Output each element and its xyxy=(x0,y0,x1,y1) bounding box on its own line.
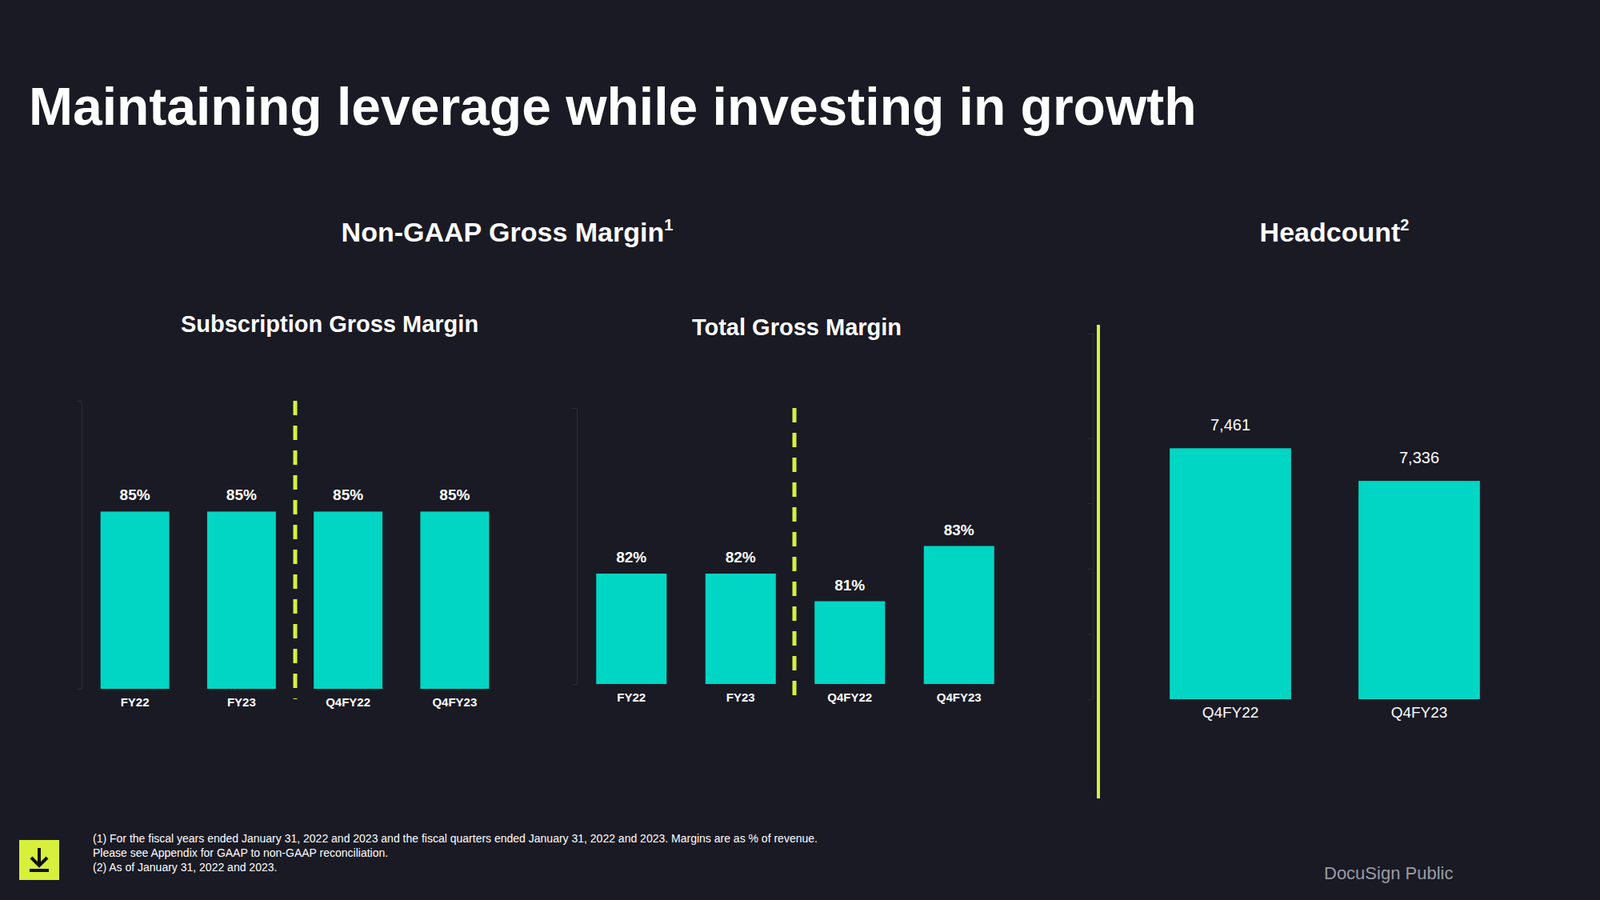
icon-box xyxy=(19,840,60,880)
icon-arrow xyxy=(29,848,49,871)
x-tick: FY22 xyxy=(120,688,150,709)
data-label: 81% xyxy=(834,576,865,594)
chart-title: Total Gross Margin xyxy=(692,314,902,340)
x-tick-label: Q4FY22 xyxy=(1202,704,1260,721)
data-label: 85% xyxy=(226,486,257,504)
chart-title: Subscription Gross Margin xyxy=(180,311,479,337)
bar xyxy=(814,601,885,685)
page-title: Maintaining leverage while investing in … xyxy=(28,76,1197,136)
chart: 7,461 7,336 Q4FY22 Q4FY23 xyxy=(1088,334,1515,722)
x-tick: Q4FY22 xyxy=(325,688,371,709)
section-title: Non-GAAP Gross Margin1 xyxy=(341,216,674,248)
y-tick-mark xyxy=(1088,568,1093,570)
data-label: 85% xyxy=(332,486,364,504)
brand: DocuSign Public xyxy=(1324,863,1453,884)
x-tick-label: FY23 xyxy=(726,690,756,704)
bar xyxy=(924,546,995,685)
y-tick xyxy=(1088,438,1093,440)
slide: Maintaining leverage while investing in … xyxy=(0,0,1600,900)
y-tick-mark xyxy=(1088,438,1093,440)
background xyxy=(0,0,1600,900)
x-axis-line xyxy=(1136,699,1515,700)
y-tick xyxy=(1088,503,1093,504)
x-tick-label: FY22 xyxy=(120,695,150,709)
footnote: (2) As of January 31, 2022 and 2023. xyxy=(92,860,277,874)
x-tick: Q4FY23 xyxy=(936,684,982,704)
x-tick-label: Q4FY23 xyxy=(432,695,477,709)
data-label: 7,336 xyxy=(1399,448,1440,467)
x-axis-line xyxy=(82,688,509,690)
bar xyxy=(207,511,276,689)
bar xyxy=(705,573,776,684)
bar xyxy=(420,511,489,689)
y-axis-line xyxy=(76,401,83,690)
divider xyxy=(1096,324,1100,799)
x-tick: FY23 xyxy=(726,684,756,704)
bar xyxy=(596,573,667,684)
y-tick-mark xyxy=(1088,699,1093,700)
x-tick-label: FY23 xyxy=(227,695,256,709)
chart: Subscription Gross Margin 85% 85% 85% 85% FY2… xyxy=(76,311,509,709)
section-title: Headcount2 xyxy=(1260,216,1410,248)
bar xyxy=(1169,448,1292,700)
y-axis-line xyxy=(1088,334,1094,700)
footnote: (1) For the fiscal years ended January 3… xyxy=(92,832,818,845)
x-axis: Q4FY22 Q4FY23 xyxy=(1136,699,1515,721)
data-label: 7,461 xyxy=(1210,416,1251,434)
separator xyxy=(792,408,797,706)
y-tick xyxy=(1088,568,1093,570)
x-tick: Q4FY22 xyxy=(1202,699,1260,721)
data-label: 82% xyxy=(725,548,756,566)
section-title-note: 2 xyxy=(1400,216,1409,234)
y-tick-mark xyxy=(1088,633,1093,635)
bars xyxy=(100,511,490,689)
bar xyxy=(100,511,170,689)
bar xyxy=(1358,480,1480,700)
section-title-text: Headcount xyxy=(1260,216,1401,248)
bars xyxy=(1169,448,1480,700)
x-tick-label: FY22 xyxy=(616,690,646,704)
data-label: 85% xyxy=(120,486,151,504)
x-axis: FY22 FY23 Q4FY22 Q4FY23 xyxy=(577,684,1015,704)
x-tick: FY22 xyxy=(616,684,646,704)
data-label: 82% xyxy=(616,548,647,566)
section-title-text: Non-GAAP Gross Margin xyxy=(341,216,665,248)
section-title-note: 1 xyxy=(664,216,673,234)
x-tick-label: Q4FY23 xyxy=(936,690,982,704)
x-tick-label: Q4FY22 xyxy=(827,690,872,704)
chart: Total Gross Margin 82% 82% 81% 83% FY22 FY23 Q4… xyxy=(572,314,1015,704)
separator xyxy=(293,400,298,700)
y-axis xyxy=(1088,334,1094,700)
x-tick: Q4FY23 xyxy=(432,688,477,709)
x-tick-label: Q4FY22 xyxy=(325,695,371,709)
x-tick: FY23 xyxy=(227,688,256,709)
y-tick xyxy=(1088,699,1093,700)
data-label: 83% xyxy=(944,521,975,539)
y-tick-mark xyxy=(1088,503,1093,504)
x-tick: Q4FY23 xyxy=(1391,699,1448,721)
x-axis-line xyxy=(577,684,1015,685)
y-axis-line xyxy=(572,408,578,685)
x-tick: Q4FY22 xyxy=(827,684,872,704)
download-icon xyxy=(19,840,60,880)
y-axis xyxy=(76,401,83,690)
x-tick-label: Q4FY23 xyxy=(1391,704,1448,721)
y-tick xyxy=(1088,633,1093,635)
footnote: Please see Appendix for GAAP to non-GAAP… xyxy=(92,846,388,860)
data-label: 85% xyxy=(439,486,470,504)
bar xyxy=(313,511,383,689)
x-axis: FY22 FY23 Q4FY22 Q4FY23 xyxy=(82,688,509,709)
y-axis xyxy=(572,408,578,685)
bars xyxy=(596,546,995,685)
